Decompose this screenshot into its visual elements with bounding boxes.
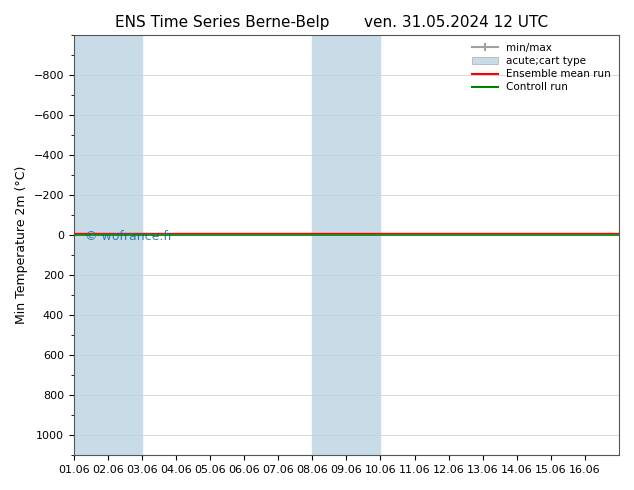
Text: ven. 31.05.2024 12 UTC: ven. 31.05.2024 12 UTC — [365, 15, 548, 30]
Bar — [313, 35, 380, 455]
Legend: min/max, acute;cart type, Ensemble mean run, Controll run: min/max, acute;cart type, Ensemble mean … — [469, 40, 614, 96]
Text: © wofrance.fr: © wofrance.fr — [85, 230, 172, 243]
Text: ENS Time Series Berne-Belp: ENS Time Series Berne-Belp — [115, 15, 329, 30]
Y-axis label: Min Temperature 2m (°C): Min Temperature 2m (°C) — [15, 166, 28, 324]
Bar — [74, 35, 142, 455]
